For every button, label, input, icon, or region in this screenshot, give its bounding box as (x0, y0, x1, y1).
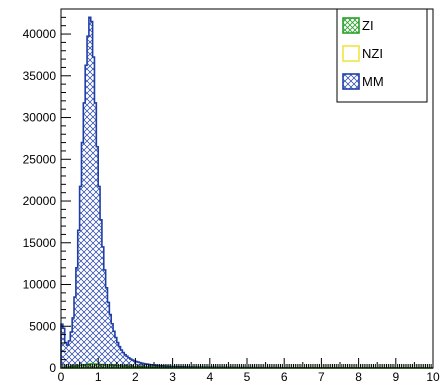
legend-swatch-mm (342, 73, 360, 90)
x-tick-label: 8 (355, 370, 362, 384)
y-axis-ticks: 0 5000 10000 15000 20000 25000 30000 35000 40000 (23, 8, 71, 375)
x-axis-ticks: 0 1 2 3 4 5 6 7 8 9 10 (58, 358, 440, 384)
x-tick-label: 0 (58, 370, 65, 384)
x-tick-label: 6 (281, 370, 288, 384)
legend-label-mm: MM (362, 74, 384, 89)
x-tick-label: 9 (392, 370, 399, 384)
y-tick-label: 25000 (23, 152, 57, 166)
x-tick-label: 7 (318, 370, 325, 384)
legend: ZI NZI MM (336, 8, 428, 103)
y-tick-label: 30000 (23, 111, 57, 125)
y-tick-label: 40000 (23, 27, 57, 41)
y-tick-label: 0 (49, 361, 56, 375)
legend-label-nzi: NZI (362, 46, 383, 61)
y-tick-label: 35000 (23, 69, 57, 83)
axes: 0 1 2 3 4 5 6 7 8 9 10 0 5000 10000 15000 20000 25000 30… (23, 8, 440, 384)
legend-label-zi: ZI (362, 18, 374, 33)
x-tick-label: 10 (426, 370, 440, 384)
y-tick-label: 20000 (23, 194, 57, 208)
x-tick-label: 4 (206, 370, 213, 384)
y-tick-label: 15000 (23, 236, 57, 250)
x-tick-label: 3 (169, 370, 176, 384)
y-tick-label: 5000 (29, 319, 56, 333)
legend-swatch-zi (342, 17, 360, 34)
x-tick-label: 2 (132, 370, 139, 384)
y-tick-label: 10000 (23, 278, 57, 292)
x-tick-label: 1 (95, 370, 102, 384)
legend-swatch-nzi (342, 45, 360, 62)
x-tick-label: 5 (244, 370, 251, 384)
